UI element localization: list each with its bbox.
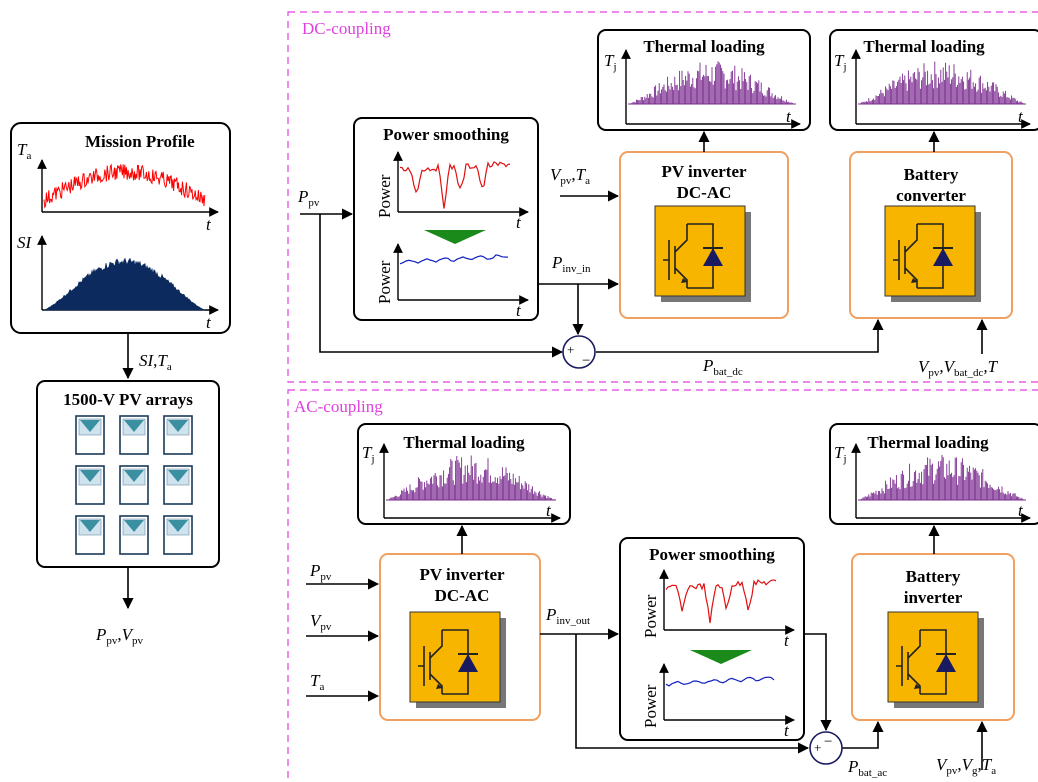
pv-arrays-block: 1500-V PV arrays xyxy=(36,380,220,568)
ppv-vpv-label: Ppv,Vpv xyxy=(95,625,144,647)
dc-ppv-label: Ppv xyxy=(297,187,320,209)
pv-panel-icon xyxy=(163,465,193,505)
dc-thermal-loading-2: Thermal loading Tj t xyxy=(829,29,1038,131)
pv-panel-icon xyxy=(119,465,149,505)
svg-text:Power: Power xyxy=(375,260,394,304)
solar-irradiance-trace xyxy=(43,257,206,311)
svg-text:Power: Power xyxy=(375,174,394,218)
pv-panel-icon xyxy=(119,515,149,555)
dc-pv-inverter-line1: PV inverter xyxy=(661,162,747,181)
svg-text:Ta: Ta xyxy=(17,140,31,162)
pv-panel-icon xyxy=(75,515,105,555)
svg-text:t: t xyxy=(786,107,792,126)
svg-text:Tj: Tj xyxy=(604,51,617,73)
svg-text:SI: SI xyxy=(17,233,33,252)
dc-pv-inverter-line2: DC-AC xyxy=(677,183,732,202)
dc-thermal-2-title: Thermal loading xyxy=(863,37,985,56)
ac-vpv-label: Vpv xyxy=(310,611,332,633)
ac-battery-inputs-label: Vpv,Vg,Ta xyxy=(936,755,996,777)
ac-thermal-loading-1: Thermal loading Tj t xyxy=(357,423,571,525)
ac-smoothing-title: Power smoothing xyxy=(649,545,775,564)
dc-battery-line1: Battery xyxy=(904,165,959,184)
ambient-temperature-trace xyxy=(43,163,206,209)
mission-profile-title: Mission Profile xyxy=(85,132,195,151)
pv-panel-grid xyxy=(75,415,193,555)
svg-text:t: t xyxy=(784,721,790,740)
si-ta-label: SI,Ta xyxy=(139,351,172,373)
ac-battery-line2: inverter xyxy=(904,588,963,607)
svg-text:t: t xyxy=(546,501,552,520)
ac-pv-inverter-line2: DC-AC xyxy=(435,586,490,605)
dc-thermal-loading-1: Thermal loading Tj t xyxy=(597,29,811,131)
dc-vpv-ta-label: Vpv,Ta xyxy=(550,165,590,187)
pv-panel-icon xyxy=(163,515,193,555)
svg-text:Tj: Tj xyxy=(362,443,375,465)
dc-battery-line2: converter xyxy=(896,186,966,205)
svg-text:t: t xyxy=(206,215,212,234)
ac-thermal-1-title: Thermal loading xyxy=(403,433,525,452)
svg-text:Tj: Tj xyxy=(834,51,847,73)
dc-power-smoothing-block: Power smoothing Power t Power t xyxy=(353,117,539,321)
ac-coupling-label: AC-coupling xyxy=(294,397,383,416)
ac-ta-label: Ta xyxy=(310,671,324,693)
svg-text:+: + xyxy=(567,342,574,357)
svg-text:t: t xyxy=(516,301,522,320)
ac-thermal-2-title: Thermal loading xyxy=(867,433,989,452)
ac-power-smoothing-block: Power smoothing Power t Power t xyxy=(619,537,805,741)
dc-coupling-label: DC-coupling xyxy=(302,19,391,38)
ac-battery-line1: Battery xyxy=(906,567,961,586)
dc-summing-junction: + − xyxy=(562,335,596,369)
ac-pv-inverter-line1: PV inverter xyxy=(419,565,505,584)
svg-text:t: t xyxy=(1018,501,1024,520)
svg-text:t: t xyxy=(784,631,790,650)
dc-battery-inputs-label: Vpv,Vbat_dc,T xyxy=(918,357,999,379)
svg-text:t: t xyxy=(516,213,522,232)
igbt-icon xyxy=(654,205,752,303)
svg-text:−: − xyxy=(582,353,590,369)
ac-thermal-loading-2: Thermal loading Tj t xyxy=(829,423,1038,525)
dc-smoothing-title: Power smoothing xyxy=(383,125,509,144)
svg-text:−: − xyxy=(824,734,832,750)
ac-pinv-out-label: Pinv_out xyxy=(545,605,590,627)
ac-summing-junction: + − xyxy=(809,731,843,765)
pv-arrays-title: 1500-V PV arrays xyxy=(63,390,193,409)
svg-text:t: t xyxy=(206,313,212,332)
ac-pv-inverter-block: PV inverter DC-AC xyxy=(379,553,541,721)
dc-pinv-in-label: Pinv_in xyxy=(551,253,591,275)
svg-text:Tj: Tj xyxy=(834,443,847,465)
pv-panel-icon xyxy=(75,415,105,455)
igbt-icon xyxy=(884,205,982,303)
dc-battery-converter-block: Battery converter xyxy=(849,151,1013,319)
ac-ppv-label: Ppv xyxy=(309,561,332,583)
svg-text:Power: Power xyxy=(641,594,660,638)
svg-text:Power: Power xyxy=(641,684,660,728)
ac-pbat-ac-label: Pbat_ac xyxy=(847,757,887,779)
svg-text:+: + xyxy=(814,740,821,755)
ac-battery-inverter-block: Battery inverter xyxy=(851,553,1015,721)
svg-text:t: t xyxy=(1018,107,1024,126)
pv-panel-icon xyxy=(75,465,105,505)
dc-thermal-1-title: Thermal loading xyxy=(643,37,765,56)
mission-profile-block: Mission Profile Ta t SI t xyxy=(10,122,231,334)
pv-panel-icon xyxy=(119,415,149,455)
igbt-icon xyxy=(887,611,985,709)
dc-pbat-dc-label: Pbat_dc xyxy=(702,356,743,378)
dc-pv-inverter-block: PV inverter DC-AC xyxy=(619,151,789,319)
igbt-icon xyxy=(409,611,507,709)
pv-panel-icon xyxy=(163,415,193,455)
